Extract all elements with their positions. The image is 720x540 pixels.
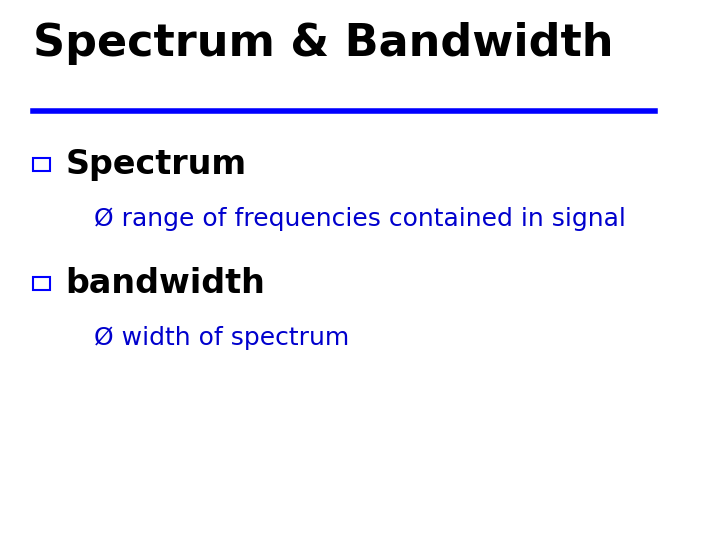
Text: Spectrum: Spectrum [66, 148, 246, 181]
FancyBboxPatch shape [33, 158, 50, 172]
Text: Ø range of frequencies contained in signal: Ø range of frequencies contained in sign… [94, 207, 626, 231]
Text: bandwidth: bandwidth [66, 267, 266, 300]
Text: Ø width of spectrum: Ø width of spectrum [94, 326, 348, 349]
FancyBboxPatch shape [33, 276, 50, 291]
Text: Spectrum & Bandwidth: Spectrum & Bandwidth [33, 22, 614, 65]
